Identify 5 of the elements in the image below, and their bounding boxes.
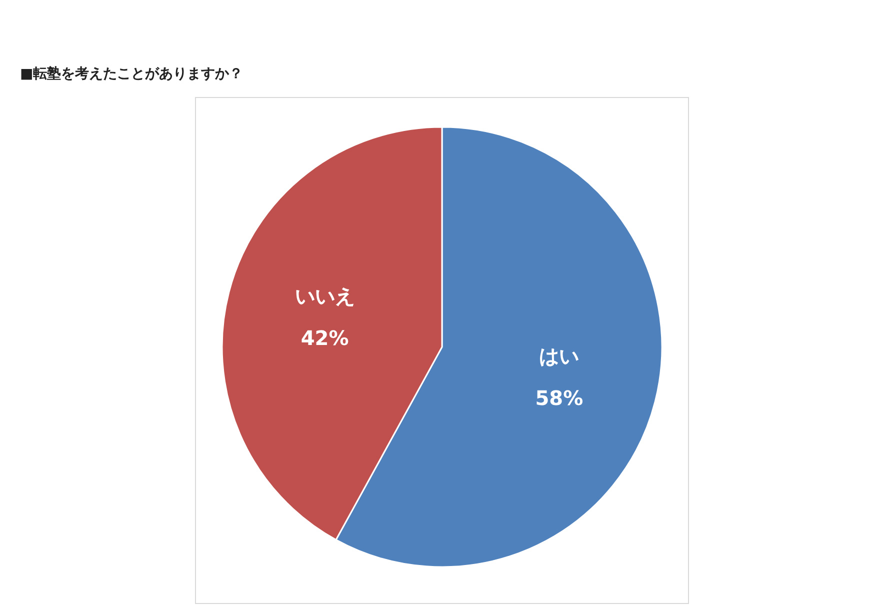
slice-label: はい <box>539 344 580 368</box>
data-label: 42% <box>300 326 349 350</box>
slice-label: いいえ <box>294 284 355 308</box>
chart-title: ■転塾を考えたことがありますか？ <box>20 65 244 82</box>
data-label: 58% <box>535 386 584 410</box>
